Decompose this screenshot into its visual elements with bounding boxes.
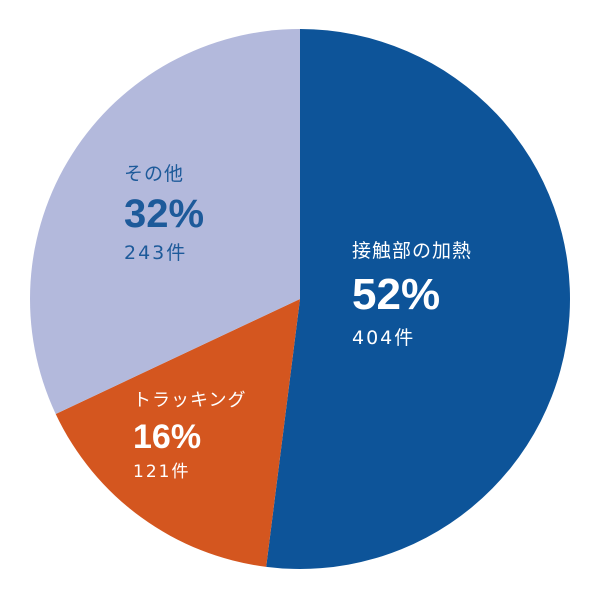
category-name: 接触部の加熱 bbox=[352, 240, 473, 262]
percent-value: 32% bbox=[124, 192, 205, 236]
category-name: トラッキング bbox=[133, 390, 247, 411]
slice-label-other: その他 32% 243件 bbox=[124, 165, 204, 263]
count-value: 121件 bbox=[133, 462, 191, 482]
slice-label-heating: 接触部の加熱 52% 404件 bbox=[352, 242, 472, 348]
category-name: その他 bbox=[124, 163, 185, 185]
percent-value: 52% bbox=[352, 270, 441, 319]
slice-heating bbox=[266, 29, 570, 569]
count-value: 243件 bbox=[124, 242, 188, 264]
slice-other bbox=[30, 29, 300, 414]
slice-tracking bbox=[55, 299, 300, 567]
slice-label-tracking: トラッキング 16% 121件 bbox=[133, 392, 246, 481]
percent-value: 16% bbox=[133, 418, 202, 456]
count-value: 404件 bbox=[352, 327, 416, 349]
